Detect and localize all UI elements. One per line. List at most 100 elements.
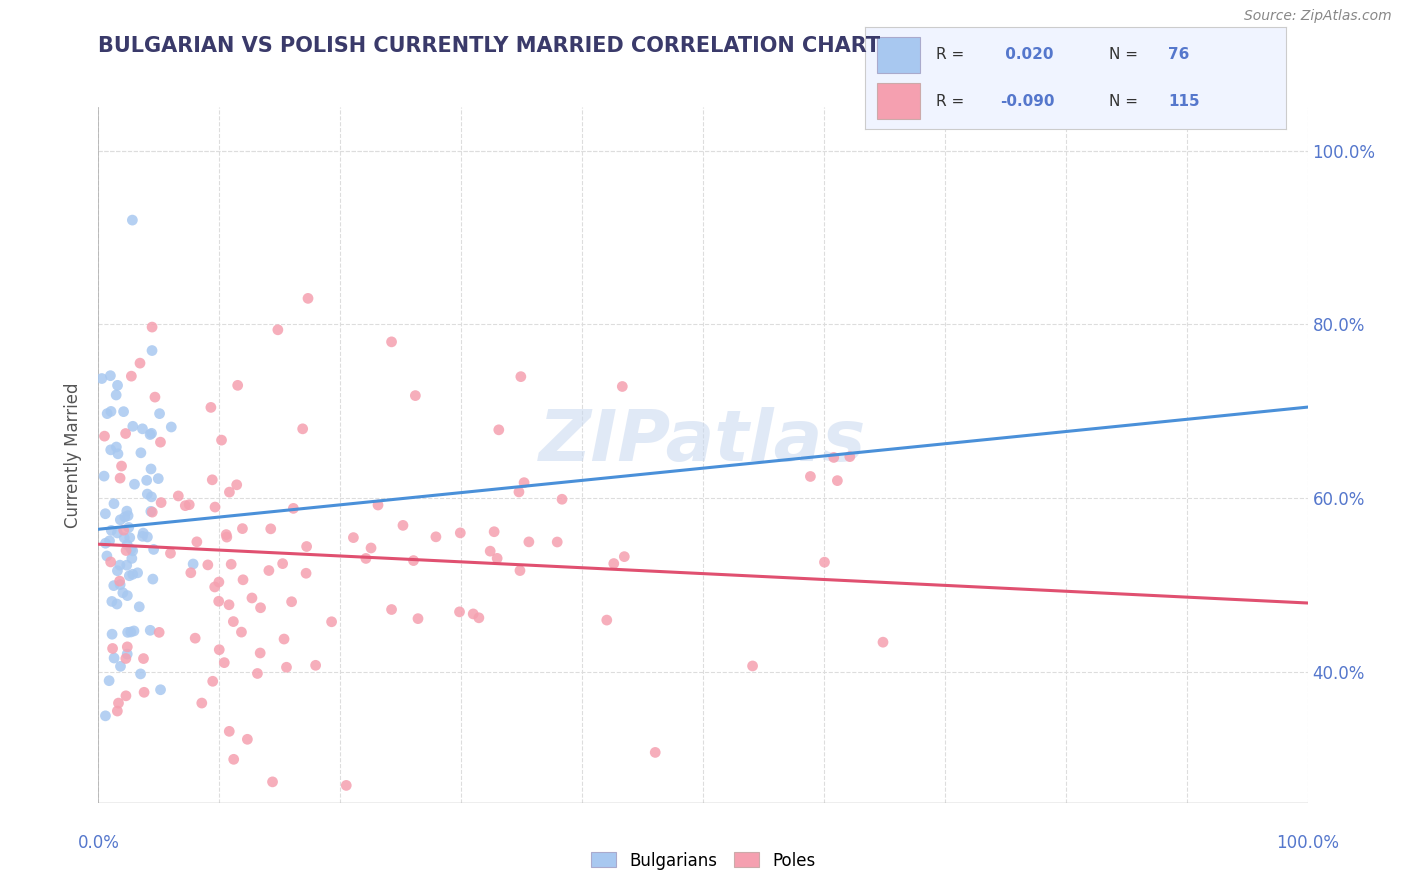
- Point: [114, 510, 136, 524]
- Point: [360, 541, 382, 555]
- Point: [148, 625, 170, 640]
- Point: [129, 446, 152, 460]
- Point: [186, 534, 208, 549]
- Point: [108, 577, 131, 591]
- Text: R =: R =: [936, 95, 970, 109]
- Point: [101, 594, 124, 608]
- Point: [93, 469, 115, 483]
- Point: [148, 472, 170, 486]
- Point: [94, 708, 117, 723]
- Point: [321, 615, 343, 629]
- Point: [280, 595, 302, 609]
- Point: [482, 524, 505, 539]
- Point: [117, 625, 139, 640]
- Point: [479, 544, 502, 558]
- Point: [120, 625, 142, 640]
- Point: [271, 557, 294, 571]
- Point: [823, 450, 845, 465]
- Point: [201, 674, 224, 689]
- Point: [117, 640, 139, 654]
- FancyBboxPatch shape: [877, 83, 920, 119]
- Text: 100.0%: 100.0%: [1277, 834, 1339, 852]
- Point: [141, 490, 163, 504]
- Point: [179, 498, 201, 512]
- Point: [105, 597, 128, 611]
- Point: [115, 558, 138, 573]
- Point: [122, 624, 145, 638]
- Point: [111, 585, 134, 599]
- Point: [201, 473, 224, 487]
- Point: [741, 659, 763, 673]
- Point: [94, 536, 117, 550]
- Text: 76: 76: [1168, 47, 1189, 62]
- Point: [215, 527, 238, 541]
- Point: [103, 651, 125, 665]
- Text: 0.020: 0.020: [1000, 47, 1053, 62]
- Point: [509, 369, 531, 384]
- Point: [273, 632, 295, 646]
- Point: [127, 566, 149, 580]
- Point: [115, 689, 138, 703]
- Point: [257, 564, 280, 578]
- Point: [231, 625, 253, 640]
- Point: [121, 567, 143, 582]
- Point: [142, 572, 165, 586]
- Point: [124, 477, 146, 491]
- Point: [160, 420, 183, 434]
- Point: [136, 487, 159, 501]
- Point: [93, 429, 115, 443]
- Point: [141, 426, 163, 441]
- Text: 115: 115: [1168, 95, 1199, 109]
- Point: [208, 642, 231, 657]
- Point: [94, 507, 117, 521]
- Point: [214, 656, 236, 670]
- Point: [141, 343, 163, 358]
- Text: N =: N =: [1109, 47, 1143, 62]
- Point: [367, 498, 389, 512]
- Point: [142, 542, 165, 557]
- Point: [174, 499, 197, 513]
- Point: [129, 356, 152, 370]
- Point: [249, 646, 271, 660]
- Point: [204, 500, 226, 514]
- Text: R =: R =: [936, 47, 970, 62]
- FancyBboxPatch shape: [877, 37, 920, 73]
- Point: [139, 624, 162, 638]
- Point: [149, 682, 172, 697]
- Point: [218, 598, 240, 612]
- Point: [267, 323, 290, 337]
- Point: [120, 369, 142, 384]
- Point: [208, 575, 231, 590]
- Text: Source: ZipAtlas.com: Source: ZipAtlas.com: [1244, 9, 1392, 23]
- Point: [191, 696, 214, 710]
- Point: [117, 589, 139, 603]
- Point: [838, 450, 860, 464]
- Point: [517, 534, 540, 549]
- Point: [118, 568, 141, 582]
- Point: [342, 531, 364, 545]
- Point: [392, 518, 415, 533]
- Text: BULGARIAN VS POLISH CURRENTLY MARRIED CORRELATION CHART: BULGARIAN VS POLISH CURRENTLY MARRIED CO…: [98, 36, 880, 55]
- Point: [283, 501, 305, 516]
- Point: [872, 635, 894, 649]
- Point: [468, 611, 491, 625]
- Point: [101, 641, 124, 656]
- Point: [218, 485, 240, 500]
- Point: [100, 442, 122, 457]
- Point: [297, 291, 319, 305]
- Point: [249, 600, 271, 615]
- Point: [262, 775, 284, 789]
- Point: [105, 525, 128, 540]
- Point: [513, 475, 536, 490]
- Point: [236, 732, 259, 747]
- Point: [107, 696, 129, 710]
- Point: [181, 557, 204, 571]
- Text: -0.090: -0.090: [1000, 95, 1054, 109]
- Point: [380, 602, 402, 616]
- Point: [112, 523, 135, 537]
- Point: [486, 551, 509, 566]
- Legend: Bulgarians, Poles: Bulgarians, Poles: [582, 843, 824, 878]
- Point: [107, 447, 129, 461]
- Point: [101, 627, 124, 641]
- Point: [222, 615, 245, 629]
